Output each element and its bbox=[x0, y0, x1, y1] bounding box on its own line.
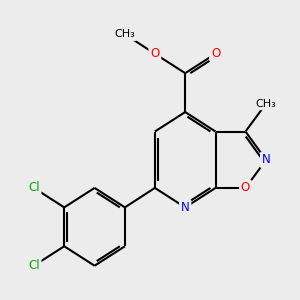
Text: CH₃: CH₃ bbox=[256, 98, 277, 109]
Text: N: N bbox=[181, 201, 190, 214]
Text: Cl: Cl bbox=[28, 259, 40, 272]
Text: O: O bbox=[150, 47, 160, 60]
Text: CH₃: CH₃ bbox=[115, 29, 135, 39]
Text: O: O bbox=[241, 182, 250, 194]
Text: Cl: Cl bbox=[28, 182, 40, 194]
Text: O: O bbox=[211, 47, 220, 60]
Text: N: N bbox=[262, 153, 271, 167]
